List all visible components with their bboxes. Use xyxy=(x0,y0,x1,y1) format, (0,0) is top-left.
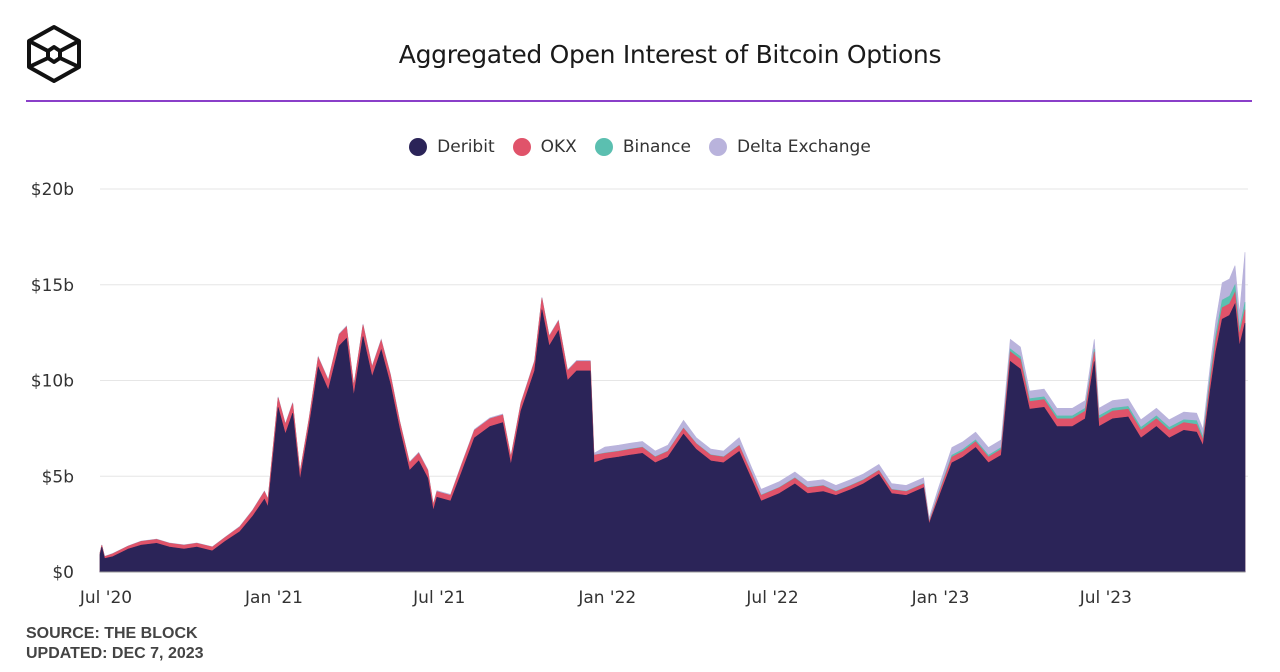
title-divider xyxy=(26,100,1252,102)
legend-swatch xyxy=(708,138,727,156)
y-tick-label: $10b xyxy=(31,372,74,392)
legend-label: Delta Exchange xyxy=(736,137,871,157)
x-tick-label: Jan '23 xyxy=(911,588,970,608)
legend-item-binance[interactable]: Binance xyxy=(594,137,691,157)
x-tick-label: Jan '21 xyxy=(244,588,303,608)
source-label: SOURCE: THE BLOCK xyxy=(26,625,198,642)
x-tick-label: Jul '22 xyxy=(745,588,798,608)
y-tick-label: $15b xyxy=(31,276,74,296)
x-tick-label: Jul '21 xyxy=(412,588,465,608)
area-deribit xyxy=(99,302,1246,573)
legend-item-okx[interactable]: OKX xyxy=(512,137,577,157)
x-tick-label: Jul '23 xyxy=(1079,588,1132,608)
y-tick-label: $20b xyxy=(31,180,74,200)
legend-label: Binance xyxy=(622,137,691,157)
chart-area: $0 $5b $10b $15b $20b Jul '20 Jan '21 Jul '21 Ja… xyxy=(31,180,1248,608)
legend-swatch xyxy=(409,138,428,156)
legend-label: OKX xyxy=(540,137,577,157)
the-block-logo xyxy=(27,25,81,83)
legend-item-deribit[interactable]: Deribit xyxy=(409,137,495,157)
chart-title: Aggregated Open Interest of Bitcoin Opti… xyxy=(398,40,942,69)
legend-item-delta-exchange[interactable]: Delta Exchange xyxy=(708,137,871,157)
x-tick-label: Jul '20 xyxy=(79,588,132,608)
y-tick-label: $0 xyxy=(52,563,74,583)
updated-label: UPDATED: DEC 7, 2023 xyxy=(26,645,204,662)
footer: SOURCE: THE BLOCK UPDATED: DEC 7, 2023 xyxy=(26,624,204,664)
legend-label: Deribit xyxy=(437,137,495,157)
legend: Deribit OKX Binance Delta Exchange xyxy=(0,137,1280,157)
legend-swatch xyxy=(594,138,613,156)
y-tick-label: $5b xyxy=(42,467,74,487)
legend-swatch xyxy=(512,138,531,156)
x-tick-label: Jan '22 xyxy=(577,588,636,608)
